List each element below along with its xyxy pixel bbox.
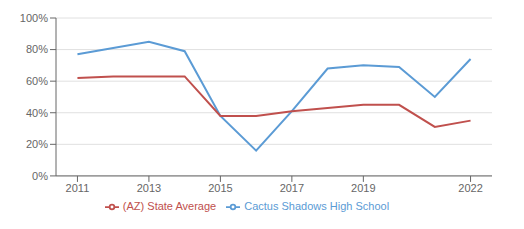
- svg-text:2017: 2017: [280, 182, 304, 194]
- svg-text:60%: 60%: [26, 75, 48, 87]
- html-text:(AZ) State Average: (AZ) State Average: [122, 199, 217, 212]
- svg-text:2011: 2011: [66, 182, 90, 194]
- svg-text:80%: 80%: [26, 43, 48, 55]
- svg-text:20%: 20%: [26, 138, 48, 150]
- svg-text:100%: 100%: [20, 12, 48, 24]
- svg-text:40%: 40%: [26, 107, 48, 119]
- svg-text:0%: 0%: [32, 170, 48, 182]
- svg-text:2022: 2022: [458, 182, 482, 194]
- html-text:Cactus Shadows High School: Cactus Shadows High School: [244, 199, 390, 212]
- svg-text:2013: 2013: [137, 182, 161, 194]
- svg-text:2019: 2019: [351, 182, 375, 194]
- svg-text:2015: 2015: [208, 182, 232, 194]
